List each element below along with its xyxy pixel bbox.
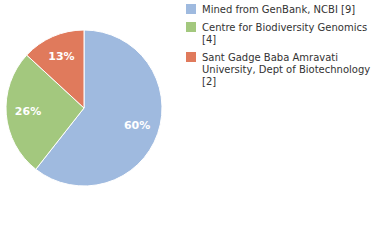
pie-slice <box>27 30 84 108</box>
legend-label: Mined from GenBank, NCBI [9] <box>202 4 355 15</box>
legend-swatch <box>186 52 196 62</box>
legend-label: Centre for Biodiversity Genomics[4] <box>202 22 367 45</box>
chart: 60% 26% 13% Mined from GenBank, NCBI [9] Cen… <box>0 0 380 240</box>
data-label: 26% <box>15 105 41 118</box>
legend-swatch <box>186 4 196 14</box>
pie <box>6 30 162 186</box>
legend-swatch <box>186 22 196 32</box>
data-label: 13% <box>48 50 74 63</box>
data-label: 60% <box>124 119 150 132</box>
legend: Mined from GenBank, NCBI [9] Centre for B… <box>186 4 370 87</box>
legend-label: Sant Gadge Baba AmravatiUniversity, Dept… <box>202 52 370 87</box>
